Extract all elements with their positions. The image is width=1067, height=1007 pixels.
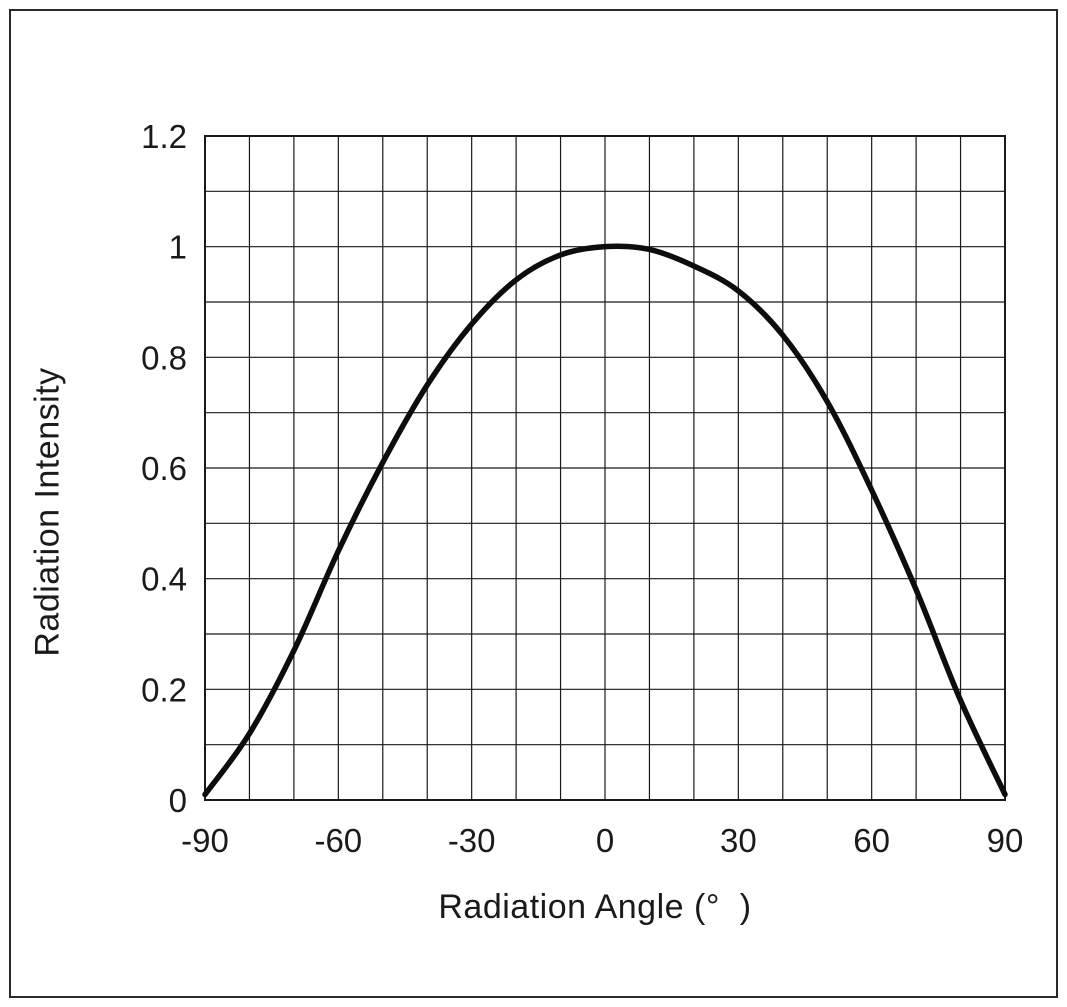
x-tick-label: -60 [314,822,362,859]
x-tick-label: 60 [853,822,890,859]
y-tick-label: 1 [169,229,187,266]
x-axis-title: Radiation Angle (° ) [438,888,752,926]
y-tick-label: 0.6 [141,450,187,487]
plot-border [204,135,1006,801]
y-tick-label: 0.4 [141,561,187,598]
y-tick-label: 1.2 [141,118,187,155]
y-tick-label: 0.8 [141,339,187,376]
x-tick-label: -90 [181,822,229,859]
x-tick-label: -30 [448,822,496,859]
x-tick-label: 90 [987,822,1024,859]
data-curve-radiation-pattern [202,243,1008,798]
y-tick-label: 0.2 [141,671,187,708]
y-tick-label: 0 [169,782,187,819]
y-axis-title: Radiation Intensity [28,367,67,657]
x-tick-label: 30 [720,822,757,859]
x-tick-label: 0 [596,822,614,859]
